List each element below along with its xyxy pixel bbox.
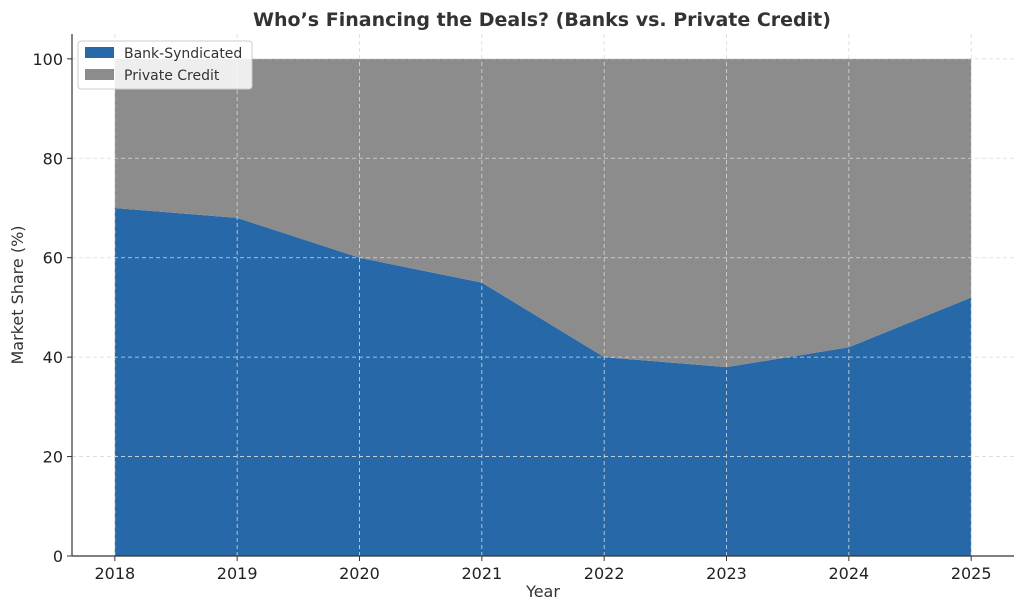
x-tick-label: 2019 [217, 564, 258, 583]
area-private-credit [114, 58, 972, 368]
y-tick-label: 0 [53, 547, 63, 566]
y-ticks: 0 20 40 60 80 100 [32, 50, 72, 566]
area-series [114, 58, 972, 556]
legend-swatch-private-credit [85, 69, 114, 80]
y-tick-label: 80 [43, 149, 63, 168]
y-tick-label: 20 [43, 448, 63, 467]
y-tick-label: 60 [43, 249, 63, 268]
x-tick-label: 2025 [951, 564, 992, 583]
x-tick-label: 2023 [706, 564, 747, 583]
legend-swatch-bank-syndicated [85, 47, 114, 58]
x-ticks: 2018 2019 2020 2021 2022 2023 2024 2025 [94, 556, 992, 583]
y-tick-label: 40 [43, 348, 63, 367]
x-tick-label: 2021 [461, 564, 502, 583]
legend: Bank-Syndicated Private Credit [77, 40, 253, 90]
x-tick-label: 2022 [584, 564, 625, 583]
y-axis-label: Market Share (%) [8, 225, 27, 364]
area-bank-syndicated [114, 208, 972, 556]
x-tick-label: 2018 [94, 564, 135, 583]
chart-title: Who’s Financing the Deals? (Banks vs. Pr… [253, 9, 831, 31]
axes [71, 34, 1014, 557]
legend-label-private-credit: Private Credit [124, 68, 220, 84]
x-tick-label: 2024 [828, 564, 869, 583]
x-tick-label: 2020 [339, 564, 380, 583]
legend-label-bank-syndicated: Bank-Syndicated [124, 46, 242, 62]
y-tick-label: 100 [32, 50, 63, 69]
grid-lines [72, 34, 1014, 557]
x-axis-label: Year [525, 582, 560, 601]
legend-box [77, 40, 253, 90]
